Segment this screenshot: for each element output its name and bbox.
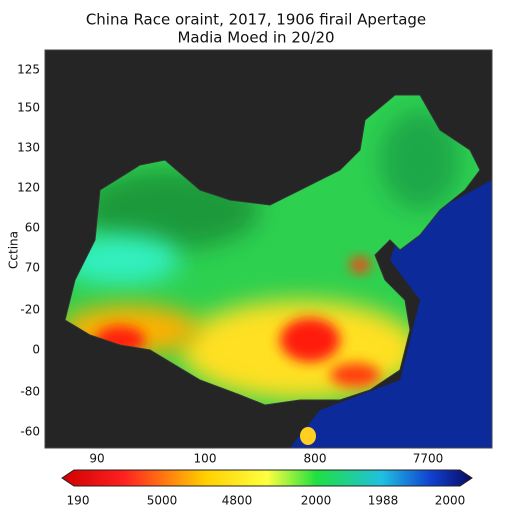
x-tick-label: 800 xyxy=(304,452,327,466)
colorbar-label: 2000 xyxy=(301,494,332,508)
colorbar-label: 190 xyxy=(67,494,90,508)
colorbar-label: 1988 xyxy=(368,494,399,508)
y-tick-label: 0 xyxy=(32,343,40,357)
colorbar-label: 2000 xyxy=(435,494,466,508)
y-axis-label: Cctina xyxy=(7,231,21,269)
colorbar-label: 4800 xyxy=(222,494,253,508)
x-tick-label: 7700 xyxy=(413,452,444,466)
title-line: Madia Moed in 20/20 xyxy=(177,29,334,47)
y-tick-label: 70 xyxy=(25,261,40,275)
x-tick-label: 90 xyxy=(89,452,104,466)
y-tick-label: -80 xyxy=(20,385,40,399)
title-line: China Race oraint, 2017, 1906 firail Ape… xyxy=(86,11,426,29)
y-tick-label: 60 xyxy=(25,221,40,235)
y-tick-label: 130 xyxy=(17,141,40,155)
colorbar xyxy=(61,469,473,487)
y-tick-label: 120 xyxy=(17,181,40,195)
colorbar-label: 5000 xyxy=(147,494,178,508)
x-tick-label: 100 xyxy=(194,452,217,466)
y-tick-label: -60 xyxy=(20,425,40,439)
y-tick-label: -20 xyxy=(20,303,40,317)
map xyxy=(44,49,493,449)
y-tick-label: 150 xyxy=(17,101,40,115)
y-tick-label: 125 xyxy=(17,63,40,77)
